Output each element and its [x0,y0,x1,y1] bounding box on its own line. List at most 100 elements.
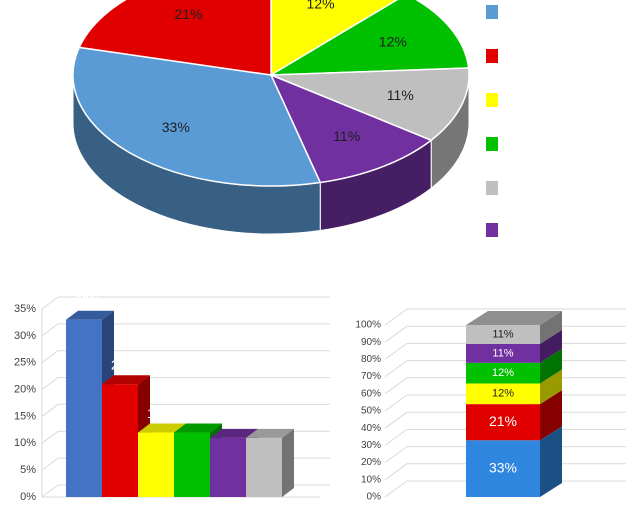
bar-data-label: 11% [219,411,244,426]
y-tick-label: 10% [361,474,381,485]
bar-data-label: 12% [183,406,209,421]
bar [138,432,174,497]
bar-top [138,423,186,433]
gridline-diag [384,360,408,378]
pie-data-label: 21% [174,6,202,22]
stack-segment [466,404,540,441]
stack-segment [466,383,540,405]
gridline-diag [41,350,59,364]
legend-swatch [486,181,498,195]
y-tick-label: 30% [361,440,381,451]
legend-swatch [486,5,498,19]
gridline-diag [384,394,408,412]
gridline-diag [384,480,408,498]
y-tick-label: 30% [14,330,36,342]
stack-top [466,311,562,325]
pie-data-label: 12% [307,0,335,12]
pie-data-label: 12% [379,34,407,50]
legend-label: Blockchain [506,221,579,239]
gridline-diag [384,463,408,481]
y-tick-label: 0% [367,492,382,503]
stack-segment-side [540,426,562,497]
bar-chart: 0% 5% 10% 15% 20% 25% 30% 35% 33% 21% 12% 12% 11% 11% [14,293,330,503]
pie-slice [78,0,272,76]
y-tick-label: 25% [14,357,36,369]
pie-slice [269,73,433,184]
stack-segment-side [540,369,562,405]
y-tick-label: 70% [361,371,381,382]
y-tick-label: 40% [361,423,381,434]
y-tick-label: 50% [361,406,381,417]
gridline-diag [41,323,59,337]
bar-top [66,310,114,320]
stack-segment [466,343,540,363]
gridline-diag [384,428,408,446]
legend-item: St.Andrei [486,90,568,110]
gridline-diag [41,484,59,498]
legend-label: Ingenico Lamd [506,3,605,21]
bar-side [282,428,294,497]
y-tick-label: 0% [20,491,36,503]
gridline-diag [41,430,59,444]
gridline-diag [41,377,59,390]
stack-data-label: 12% [492,388,514,400]
stack-data-label: 11% [492,328,513,340]
pie-slice [270,67,470,142]
gridline-diag [41,404,59,417]
gridline-diag [384,377,408,395]
gridline-diag [384,342,408,360]
y-tick-label: 20% [14,383,36,395]
stack-segment-side [540,311,562,344]
stack-segment [466,325,540,344]
y-tick-label: 80% [361,354,381,365]
bar [102,384,138,497]
stack-segment [466,440,540,497]
y-tick-label: 35% [14,303,36,315]
stack-segment-side [540,348,562,384]
bar-data-label: 11% [255,411,280,426]
gridline-diag [384,411,408,429]
stack-data-label: 21% [489,413,517,429]
y-tick-label: 15% [14,410,36,422]
legend-swatch [486,49,498,63]
gridline-diag [384,325,408,343]
bar-top [102,375,150,385]
y-tick-label: 20% [361,457,381,468]
legend-label: St.Andrei [506,91,568,109]
bar-top [210,428,258,438]
pie-slice [270,0,470,76]
legend-label: CI Expenses [506,47,592,65]
pie-data-label: 11% [333,128,360,144]
bar [174,432,210,497]
stack-data-label: 11% [492,347,513,359]
pie-slice [72,46,322,187]
gridline-diag [41,457,59,471]
stack-segment-side [540,329,562,363]
y-tick-label: 100% [355,320,381,331]
legend-swatch [486,137,498,151]
y-tick-label: 10% [14,437,36,449]
legend-item: CI Expenses [486,46,591,66]
pie-data-label: 11% [387,87,414,103]
y-tick-label: 60% [361,388,381,399]
stack-segment-side [540,390,562,441]
legend-item: TRX [486,134,536,154]
y-tick-label: 5% [20,464,36,476]
bar-top [246,428,294,438]
gridline-diag [384,308,408,326]
stack-data-label: 12% [492,367,514,379]
legend-swatch [486,223,498,237]
legend-swatch [486,93,498,107]
legend-item: Silver [486,178,544,198]
bar-data-label: 12% [147,406,173,421]
bar-top [174,423,222,433]
stacked-bar-chart: 0% 10% 20% 30% 40% 50% 60% 70% 80% 90% 100% 33% 21% 1… [355,308,626,503]
bar [210,437,246,497]
pie-chart: 12% 12% 11% 11% 33% 21% [72,0,470,235]
bar-data-label: 33% [75,293,101,308]
legend-label: TRX [506,135,536,153]
legend-item: Blockchain [486,220,579,240]
bar [246,437,282,497]
stack-segment [466,362,540,384]
